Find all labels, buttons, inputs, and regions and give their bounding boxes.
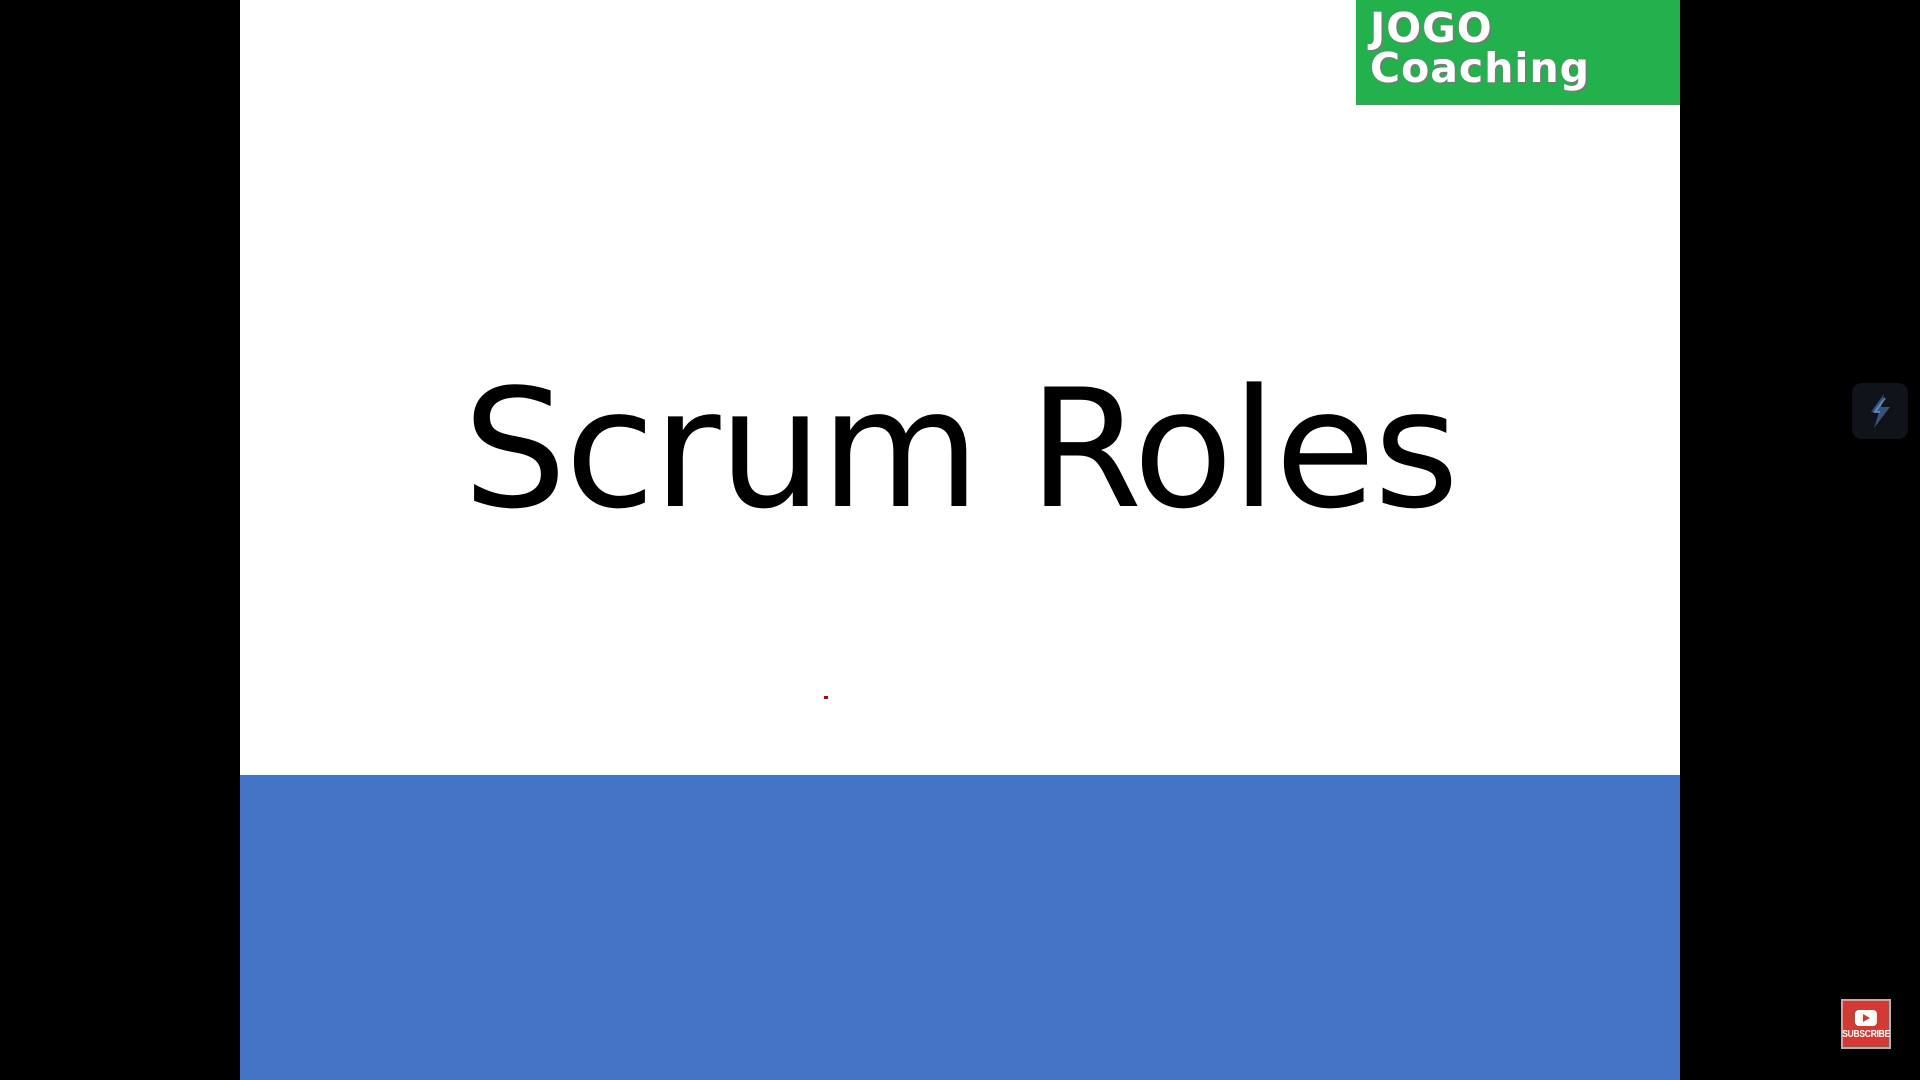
jogo-coaching-logo: JOGO Coaching: [1356, 0, 1680, 105]
floating-widget-button[interactable]: [1852, 383, 1908, 439]
slide-title: Scrum Roles: [462, 354, 1459, 545]
logo-text-line-1: JOGO: [1370, 4, 1493, 52]
lightning-bolt-icon: [1871, 394, 1890, 428]
slide-footer-band: [240, 775, 1680, 1080]
presentation-slide: JOGO Coaching Scrum Roles: [240, 0, 1680, 1080]
play-icon: [1855, 1009, 1877, 1026]
subscribe-label: SUBSCRIBE: [1842, 1028, 1890, 1040]
subscribe-button[interactable]: SUBSCRIBE: [1841, 999, 1891, 1049]
logo-text-line-2: Coaching: [1370, 44, 1591, 92]
pointer-dot: [824, 696, 828, 699]
